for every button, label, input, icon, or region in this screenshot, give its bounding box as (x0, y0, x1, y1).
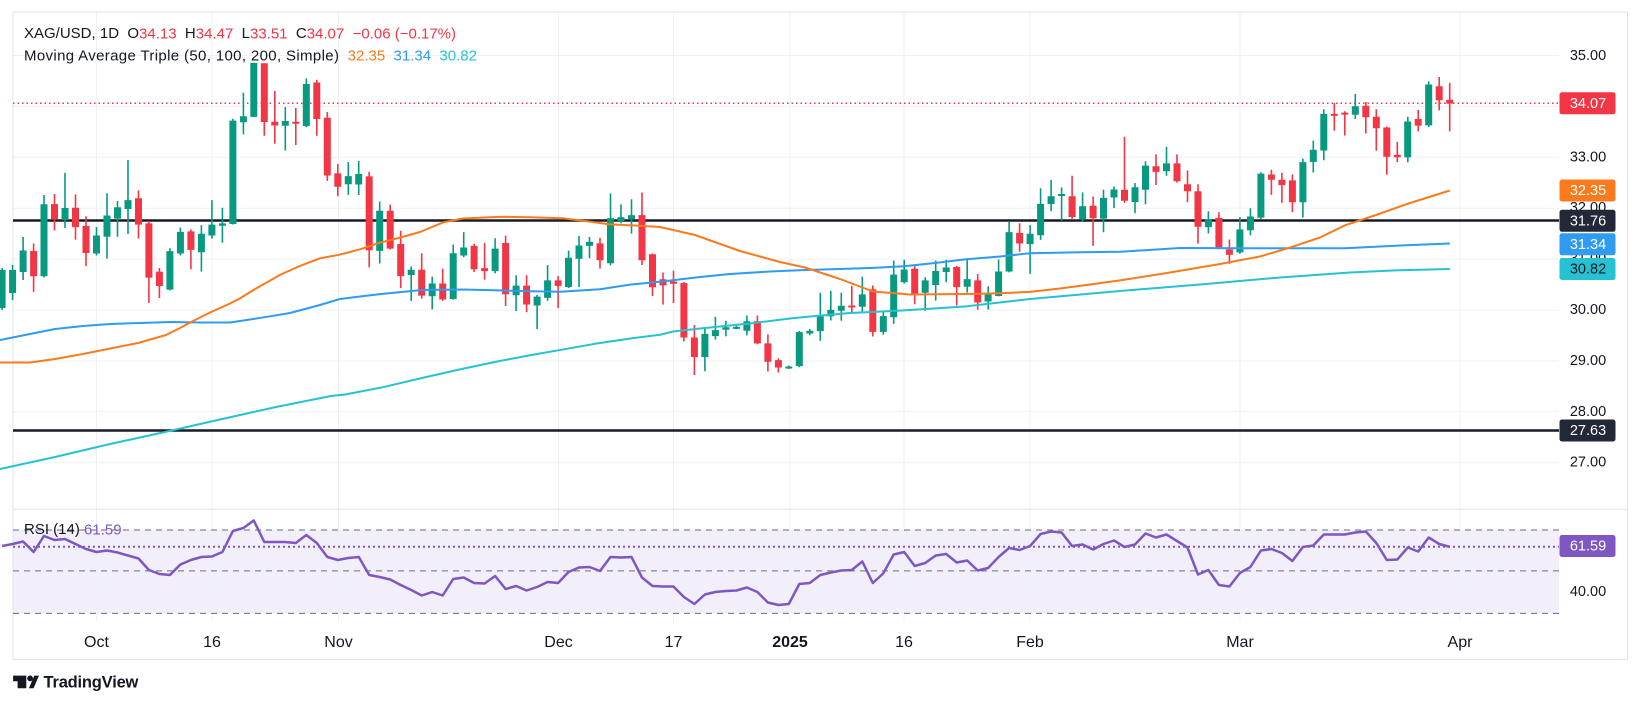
svg-text:29.00: 29.00 (1570, 353, 1606, 369)
svg-text:2025: 2025 (772, 634, 808, 651)
svg-text:40.00: 40.00 (1570, 584, 1606, 600)
svg-text:32.35: 32.35 (1570, 183, 1606, 199)
svg-text:Mar: Mar (1226, 634, 1254, 651)
svg-text:27.63: 27.63 (1570, 423, 1606, 439)
svg-text:31.34: 31.34 (1570, 237, 1606, 253)
svg-text:28.00: 28.00 (1570, 404, 1606, 420)
svg-text:33.00: 33.00 (1570, 149, 1606, 165)
svg-text:61.59: 61.59 (1570, 539, 1606, 555)
svg-text:RSI (14) 61.59: RSI (14) 61.59 (24, 521, 122, 538)
svg-text:Oct: Oct (84, 634, 109, 651)
svg-text:30.00: 30.00 (1570, 302, 1606, 318)
svg-text:Moving Average Triple (50, 100: Moving Average Triple (50, 100, 200, Sim… (24, 47, 477, 64)
svg-text:31.76: 31.76 (1570, 213, 1606, 229)
svg-text:35.00: 35.00 (1570, 48, 1606, 64)
svg-text:27.00: 27.00 (1570, 455, 1606, 471)
svg-text:30.82: 30.82 (1570, 262, 1606, 278)
svg-text:Apr: Apr (1448, 634, 1474, 651)
svg-text:16: 16 (895, 634, 913, 651)
svg-text:16: 16 (203, 634, 221, 651)
svg-text:XAG/USD, 1D O34.13 H34.47 L: XAG/USD, 1D O34.13 H34.47 L33.51 C34.07 … (24, 25, 456, 42)
svg-text:Feb: Feb (1016, 634, 1044, 651)
svg-text:TradingView: TradingView (44, 674, 139, 692)
svg-text:34.07: 34.07 (1570, 96, 1606, 112)
svg-text:17: 17 (665, 634, 683, 651)
svg-text:Dec: Dec (544, 634, 572, 651)
svg-text:Nov: Nov (324, 634, 352, 651)
